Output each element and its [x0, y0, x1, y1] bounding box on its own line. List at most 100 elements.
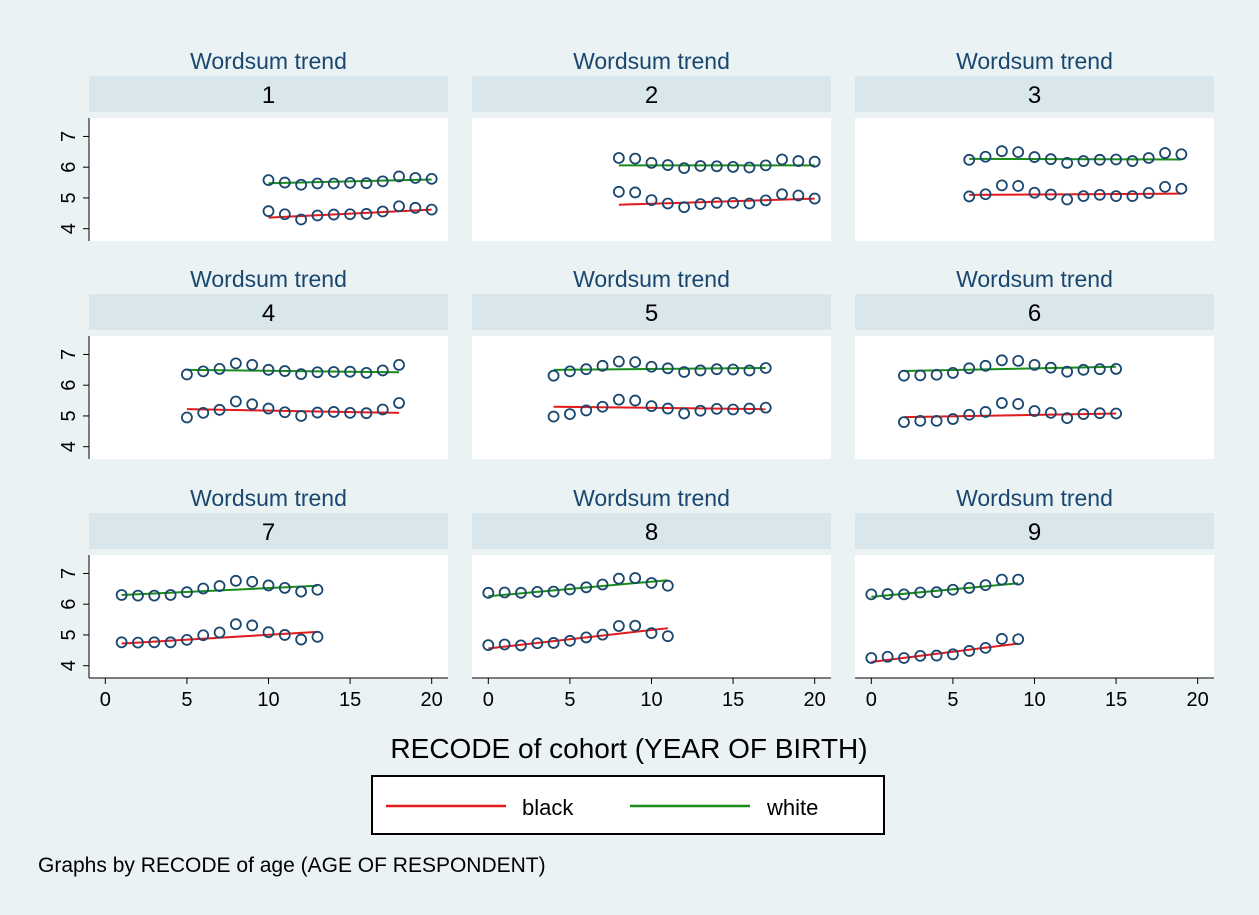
panel-6: Wordsum trend 6	[855, 266, 1214, 459]
point-black	[865, 652, 878, 664]
point-black	[278, 629, 291, 641]
point-white	[930, 586, 943, 599]
point-white	[979, 579, 992, 592]
point-white	[295, 178, 308, 191]
point-black	[115, 636, 128, 649]
panel-strip	[89, 76, 448, 112]
point-black	[547, 637, 560, 649]
point-white	[947, 583, 959, 596]
point-black	[295, 213, 308, 226]
point-white	[115, 589, 128, 601]
point-black	[564, 634, 576, 647]
point-white	[580, 581, 593, 594]
point-black	[694, 198, 707, 211]
point-black	[1044, 406, 1057, 419]
point-black	[930, 649, 943, 662]
point-white	[327, 366, 340, 378]
panel-strip-label: 1	[262, 82, 275, 109]
point-white	[865, 588, 878, 601]
panel-title: Wordsum trend	[190, 48, 347, 74]
point-black	[629, 186, 642, 199]
y-tick-label: 7	[58, 568, 80, 579]
point-black	[612, 620, 625, 632]
graph-note: Graphs by RECODE of age (AGE OF RESPONDE…	[38, 854, 546, 877]
panel-strip-label: 7	[262, 519, 275, 546]
point-white	[727, 160, 739, 173]
point-white	[1028, 359, 1041, 371]
y-tick-label: 5	[58, 192, 80, 203]
point-black	[963, 190, 976, 203]
point-black	[1093, 407, 1106, 420]
point-white	[1012, 573, 1025, 586]
trend-line-black	[871, 642, 1019, 664]
point-white	[1044, 361, 1057, 374]
point-white	[229, 357, 242, 370]
plot-area	[855, 336, 1214, 459]
x-tick-label: 10	[640, 689, 662, 711]
point-black	[743, 402, 756, 415]
panel-strip-label: 9	[1028, 519, 1041, 546]
point-white	[1142, 152, 1155, 164]
point-black	[564, 408, 576, 421]
panel-title: Wordsum trend	[956, 266, 1113, 292]
point-black	[393, 200, 405, 213]
point-white	[1159, 147, 1171, 159]
plot-area	[855, 118, 1214, 241]
point-white	[694, 160, 707, 172]
point-white	[898, 369, 910, 382]
point-black	[197, 629, 210, 642]
point-black	[596, 400, 609, 413]
point-white	[645, 156, 658, 169]
point-white	[181, 368, 193, 381]
x-tick-label: 10	[1023, 689, 1045, 711]
point-black	[213, 626, 226, 639]
point-white	[596, 578, 609, 591]
y-tick-label: 4	[58, 223, 80, 234]
point-white	[278, 582, 291, 594]
point-white	[498, 586, 511, 599]
point-black	[661, 630, 674, 643]
point-white	[344, 365, 356, 378]
point-black	[278, 208, 291, 221]
panel-strip-label: 6	[1028, 300, 1041, 327]
point-black	[1093, 188, 1106, 201]
point-white	[181, 586, 193, 599]
point-white	[360, 177, 373, 190]
panel-title: Wordsum trend	[573, 48, 730, 74]
point-white	[661, 362, 674, 375]
point-black	[612, 185, 625, 198]
y-tick-label: 6	[58, 162, 80, 173]
point-black	[645, 194, 658, 207]
point-black	[645, 627, 658, 640]
point-white	[213, 580, 226, 592]
point-white	[278, 365, 291, 377]
plot-area	[89, 555, 448, 678]
point-white	[629, 152, 642, 165]
point-black	[547, 410, 560, 423]
point-black	[1110, 407, 1122, 420]
point-black	[515, 639, 527, 652]
panel-strip	[472, 513, 831, 549]
plot-area	[89, 336, 448, 459]
point-black	[148, 636, 161, 649]
point-black	[1077, 408, 1090, 421]
point-white	[743, 364, 756, 377]
point-white	[947, 366, 959, 379]
point-black	[344, 208, 356, 221]
point-white	[1061, 365, 1074, 378]
point-black	[1012, 398, 1025, 410]
point-white	[360, 366, 373, 379]
point-black	[914, 649, 927, 662]
point-white	[995, 573, 1008, 586]
trend-line-white	[186, 368, 400, 374]
point-white	[645, 360, 658, 373]
point-black	[995, 633, 1008, 645]
panel-title: Wordsum trend	[956, 48, 1113, 74]
point-white	[278, 176, 291, 189]
trend-line-white	[871, 582, 1019, 598]
point-black	[710, 402, 723, 415]
point-white	[311, 366, 324, 379]
point-white	[710, 160, 723, 173]
panel-strip	[855, 76, 1214, 112]
point-black	[376, 205, 389, 218]
